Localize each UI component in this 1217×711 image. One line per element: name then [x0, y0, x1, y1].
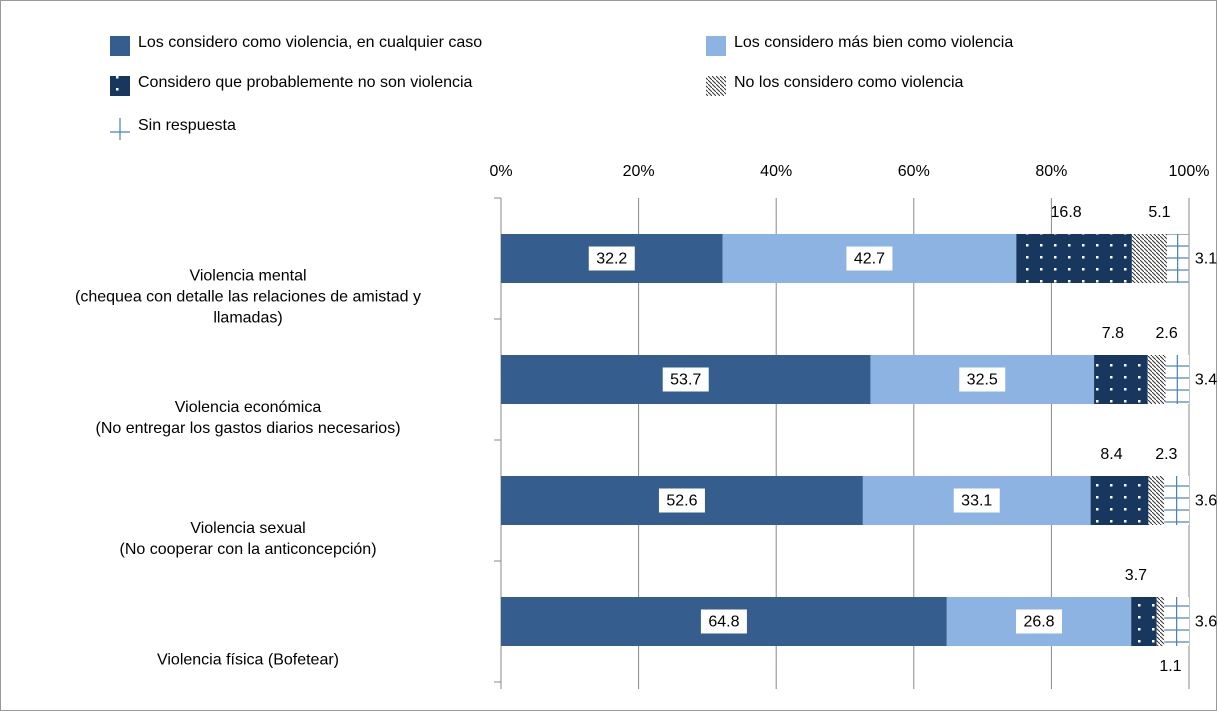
value-label: 3.4: [1195, 372, 1217, 389]
legend-label: Considero que probablemente no son viole…: [138, 74, 473, 91]
legend-label: No los considero como violencia: [734, 74, 964, 91]
category-label: Violencia mental (chequea con detalle la…: [75, 267, 421, 326]
legend-marker: [110, 76, 130, 96]
value-label: 42.7: [854, 251, 885, 268]
x-tick-label: 0%: [489, 163, 512, 180]
value-label: 64.8: [708, 614, 739, 631]
bar-segment: [1156, 597, 1165, 646]
category-label: Violencia económica (No entregar los gas…: [95, 398, 401, 437]
x-tick-label: 20%: [623, 163, 655, 180]
legend-label: Los considero más bien como violencia: [734, 34, 1013, 51]
value-label: 5.1: [1148, 204, 1170, 221]
value-label: 26.8: [1023, 614, 1054, 631]
bar-segment: [1147, 355, 1166, 404]
value-label: 7.8: [1102, 325, 1124, 342]
bar-segment: [1131, 234, 1167, 283]
value-label: 32.5: [967, 372, 998, 389]
value-label-box: [846, 246, 893, 271]
value-label: 3.1: [1195, 251, 1217, 268]
legend-marker: [706, 76, 726, 96]
category-label: Violencia sexual (No cooperar con la ant…: [119, 519, 377, 558]
category-label: Violencia física (Bofetear): [156, 651, 339, 668]
value-label: 3.6: [1195, 614, 1217, 631]
x-tick-label: 40%: [760, 163, 792, 180]
value-label: 2.3: [1155, 446, 1177, 463]
value-label: 16.8: [1051, 204, 1082, 221]
legend-marker: [706, 36, 726, 56]
value-label: 2.6: [1156, 325, 1178, 342]
value-label: 52.6: [666, 493, 697, 510]
bar-segment: [1094, 355, 1148, 404]
value-label-box: [658, 488, 705, 513]
bar-segment: [1148, 476, 1165, 525]
x-tick-label: 80%: [1035, 163, 1067, 180]
value-label-box: [588, 246, 635, 271]
legend-marker: [110, 36, 130, 56]
value-label: 8.4: [1100, 446, 1122, 463]
value-label-box: [1016, 609, 1063, 634]
x-tick-label: 100%: [1169, 163, 1210, 180]
legend-label: Sin respuesta: [138, 117, 236, 134]
legend-label: Los considero como violencia, en cualqui…: [138, 34, 482, 51]
value-label: 1.1: [1159, 658, 1181, 675]
value-label: 3.6: [1195, 493, 1217, 510]
bar-segment: [1131, 597, 1157, 646]
value-label: 3.7: [1125, 567, 1147, 584]
value-label-box: [662, 367, 709, 392]
value-label: 32.2: [596, 251, 627, 268]
value-label-box: [953, 488, 1000, 513]
value-label-box: [959, 367, 1006, 392]
value-label: 53.7: [670, 372, 701, 389]
x-tick-label: 60%: [898, 163, 930, 180]
bar-segment: [1016, 234, 1132, 283]
value-label: 33.1: [961, 493, 992, 510]
legend-marker: [110, 118, 130, 140]
bar-segment: [1090, 476, 1149, 525]
value-label-box: [700, 609, 747, 634]
